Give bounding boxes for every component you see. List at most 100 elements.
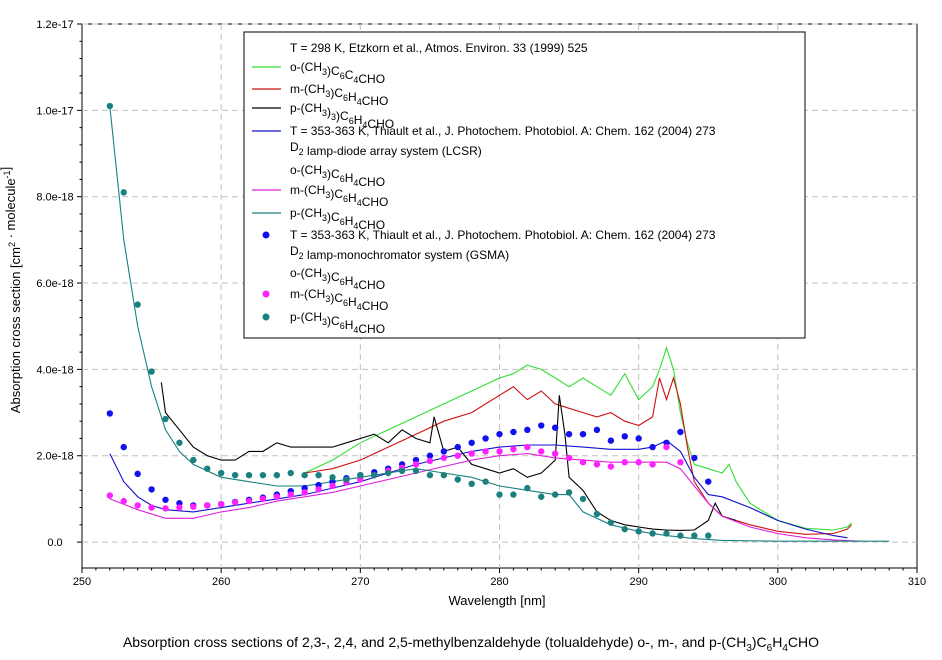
data-point-m-thiault-gsma — [329, 482, 336, 490]
legend-swatch-marker — [262, 290, 270, 298]
data-point-p-thiault-gsma — [607, 519, 615, 526]
data-point-m-thiault-gsma — [579, 459, 587, 466]
data-point-o-thiault-gsma — [621, 433, 628, 440]
y-tick-label: 6.0e-18 — [36, 278, 73, 290]
data-point-p-thiault-gsma — [329, 474, 336, 481]
data-point-m-thiault-gsma — [621, 459, 628, 466]
legend-label: p-(CH3)C6H4CHO — [290, 310, 385, 336]
data-point-m-thiault-gsma — [204, 502, 211, 509]
data-point-o-thiault-gsma — [677, 428, 684, 436]
data-point-o-thiault-gsma — [120, 443, 127, 451]
data-point-p-thiault-gsma — [162, 415, 169, 423]
x-axis-title: Wavelength [nm] — [448, 593, 545, 608]
data-point-o-thiault-gsma — [510, 428, 517, 436]
data-point-m-thiault-gsma — [524, 443, 531, 451]
data-point-o-thiault-gsma — [607, 437, 615, 444]
x-tick-label: 300 — [769, 576, 787, 588]
data-point-m-thiault-gsma — [565, 454, 573, 462]
data-point-m-thiault-gsma — [176, 504, 183, 511]
data-point-m-thiault-gsma — [607, 463, 615, 470]
data-point-p-thiault-gsma — [482, 478, 489, 485]
data-point-o-thiault-gsma — [691, 454, 698, 462]
legend-entry: T = 353-363 K, Thiault et al., J. Photoc… — [262, 228, 716, 242]
legend-label: D2 lamp-monochromator system (GSMA) — [290, 244, 509, 262]
data-point-p-thiault-gsma — [565, 489, 573, 496]
data-point-m-thiault-gsma — [217, 500, 225, 508]
data-point-m-thiault-gsma — [454, 452, 461, 459]
series-line-m-thiault-lcsr — [109, 453, 862, 542]
data-point-o-thiault-gsma — [440, 448, 448, 455]
y-tick-label: 1.2e-17 — [36, 19, 73, 31]
legend-entry: o-(CH3)C6H4CHO — [290, 163, 385, 189]
data-point-p-thiault-gsma — [468, 480, 475, 488]
legend-label: D2 lamp-diode array system (LCSR) — [290, 140, 482, 158]
data-point-m-thiault-gsma — [510, 446, 517, 453]
data-point-o-thiault-gsma — [106, 410, 114, 417]
legend-entry: p-(CH3)C6H4CHO — [262, 310, 385, 336]
data-point-p-thiault-gsma — [301, 471, 308, 479]
legend-label: m-(CH3)C6H4CHO — [290, 287, 388, 313]
data-point-m-thiault-gsma — [482, 448, 489, 455]
legend-label: m-(CH3)C6H4CHO — [290, 82, 388, 108]
data-point-p-thiault-gsma — [538, 493, 545, 500]
data-point-o-thiault-gsma — [593, 426, 601, 434]
data-point-p-thiault-gsma — [524, 484, 531, 492]
x-tick-label: 310 — [908, 576, 926, 588]
data-point-o-thiault-gsma — [162, 496, 169, 503]
legend-label: T = 353-363 K, Thiault et al., J. Photoc… — [290, 124, 716, 138]
data-point-o-thiault-gsma — [551, 424, 559, 431]
legend-label: T = 353-363 K, Thiault et al., J. Photoc… — [290, 228, 716, 242]
data-point-o-thiault-gsma — [454, 443, 461, 451]
legend-swatch-marker — [262, 231, 270, 239]
data-point-p-thiault-gsma — [412, 467, 420, 475]
y-axis-title: Absorption cross section [cm2 · molecule… — [0, 167, 23, 413]
absorption-chart: 250 260 270 280 290 300 310 0.0 2.0e-18 4.0e-18 6.… — [0, 19, 926, 608]
data-point-p-thiault-gsma — [593, 510, 601, 518]
legend-entry: T = 298 K, Etzkorn et al., Atmos. Enviro… — [290, 41, 588, 55]
data-point-p-thiault-gsma — [635, 528, 642, 535]
x-tick-label: 290 — [629, 576, 647, 588]
data-point-p-thiault-gsma — [371, 471, 378, 479]
data-point-p-thiault-gsma — [287, 469, 294, 477]
data-point-o-thiault-gsma — [148, 486, 155, 493]
data-point-p-thiault-gsma — [649, 530, 656, 537]
legend-label: p-(CH3)C6H4CHO — [290, 206, 385, 232]
data-point-p-thiault-gsma — [231, 471, 239, 479]
legend-label: o-(CH3)C6H4CHO — [290, 266, 385, 292]
data-point-m-thiault-gsma — [301, 489, 308, 496]
data-point-m-thiault-gsma — [426, 457, 434, 465]
data-point-o-thiault-gsma — [468, 439, 475, 446]
x-tick-label: 260 — [212, 576, 230, 588]
data-point-p-thiault-gsma — [245, 471, 253, 479]
series-line-o-thiault-lcsr — [109, 439, 848, 539]
legend-label: o-(CH3)C6C4CHO — [290, 60, 385, 86]
legend-label: p-(CH3)3)C6H4CHO — [290, 101, 394, 131]
data-point-p-thiault-gsma — [217, 469, 225, 477]
data-point-m-thiault-gsma — [551, 450, 559, 457]
data-point-p-thiault-gsma — [705, 532, 712, 539]
legend-entry: p-(CH3)3)C6H4CHO — [252, 101, 394, 131]
data-point-p-thiault-gsma — [134, 301, 141, 308]
data-point-o-thiault-gsma — [565, 430, 573, 438]
legend-label: o-(CH3)C6H4CHO — [290, 163, 385, 189]
data-point-o-thiault-gsma — [426, 452, 434, 459]
data-point-p-thiault-gsma — [677, 532, 684, 539]
legend-entry: p-(CH3)C6H4CHO — [252, 206, 385, 232]
data-point-m-thiault-gsma — [315, 486, 322, 493]
legend-label: m-(CH3)C6H4CHO — [290, 183, 388, 209]
data-point-m-thiault-gsma — [412, 461, 420, 468]
data-point-m-thiault-gsma — [287, 491, 294, 498]
x-tick-label: 250 — [73, 576, 91, 588]
data-point-m-thiault-gsma — [440, 454, 448, 462]
data-point-p-thiault-gsma — [343, 476, 350, 483]
data-point-p-thiault-gsma — [496, 491, 503, 498]
data-point-m-thiault-gsma — [148, 504, 155, 511]
data-point-m-thiault-gsma — [106, 492, 114, 499]
data-point-p-thiault-gsma — [190, 456, 197, 464]
data-point-p-thiault-gsma — [384, 469, 392, 477]
data-point-m-thiault-gsma — [468, 450, 475, 457]
legend-entry: D2 lamp-diode array system (LCSR) — [290, 140, 482, 158]
y-tick-label: 4.0e-18 — [36, 364, 73, 376]
data-point-p-thiault-gsma — [551, 491, 559, 498]
data-point-m-thiault-gsma — [162, 505, 169, 512]
